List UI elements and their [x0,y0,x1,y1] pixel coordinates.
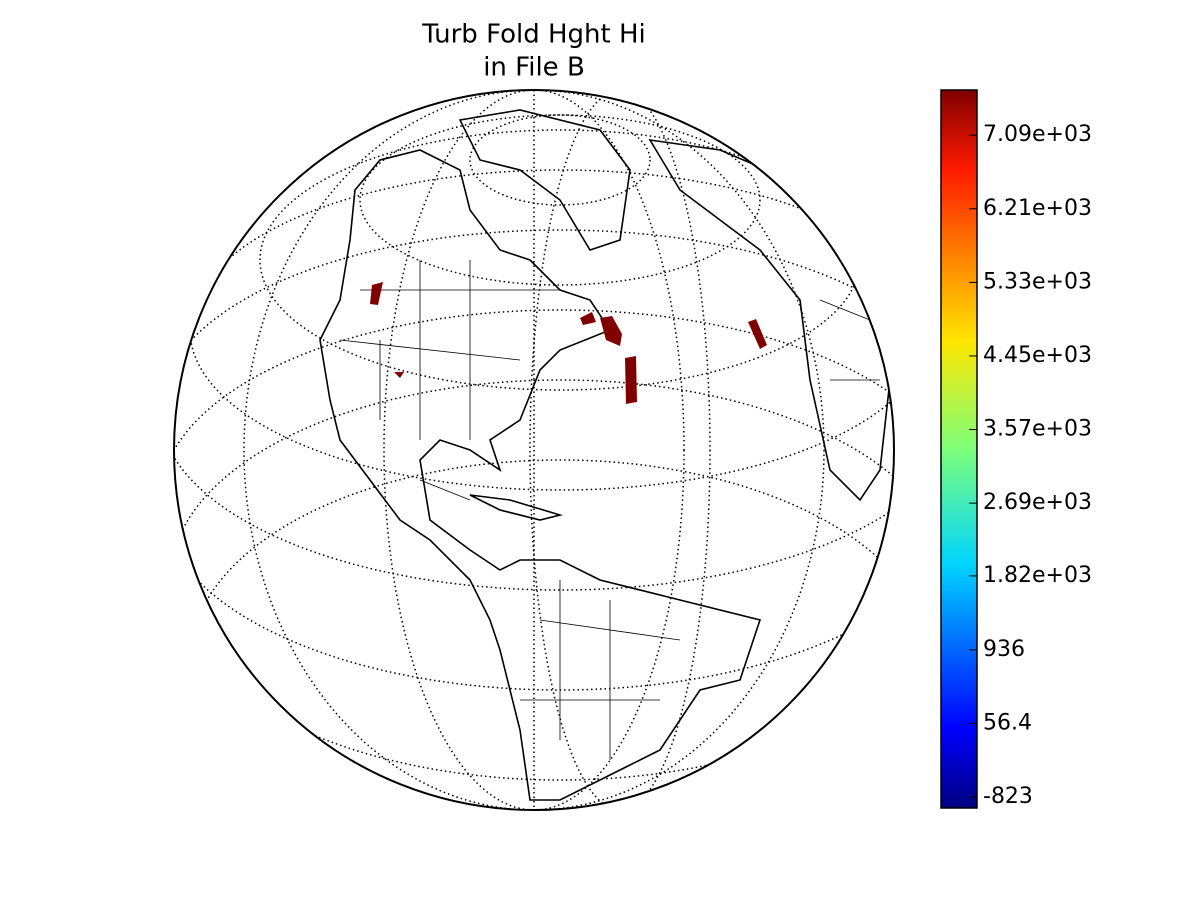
colorbar-tick-label: 6.21e+03 [983,196,1092,221]
colorbar-tick-label: 2.69e+03 [983,490,1092,515]
colorbar [940,89,978,809]
field-patch [370,282,383,305]
colorbar-tick-label: 936 [983,637,1025,662]
colorbar-tick-label: 56.4 [983,710,1032,735]
globe-outline [173,89,895,811]
colorbar-tick-label: 5.33e+03 [983,269,1092,294]
title-line: in File B [483,53,585,83]
colorbar-tick-label: 7.09e+03 [983,122,1092,147]
colorbar-tick-label: -823 [983,784,1033,809]
field-patch [394,372,404,378]
title-line: Turb Fold Hght Hi [421,20,646,50]
field-patch [748,319,767,349]
colorbar-tick-label: 4.45e+03 [983,343,1092,368]
colorbar-tick-label: 3.57e+03 [983,417,1092,442]
colorbar-tick-label: 1.82e+03 [983,563,1092,588]
field-patch [580,312,622,346]
field-patch [625,356,637,404]
globe [174,90,894,810]
colorbar-ticks: -823 56.4 936 1.82e+03 2.69e+03 3.57e+03 4.45e… [969,122,1092,809]
